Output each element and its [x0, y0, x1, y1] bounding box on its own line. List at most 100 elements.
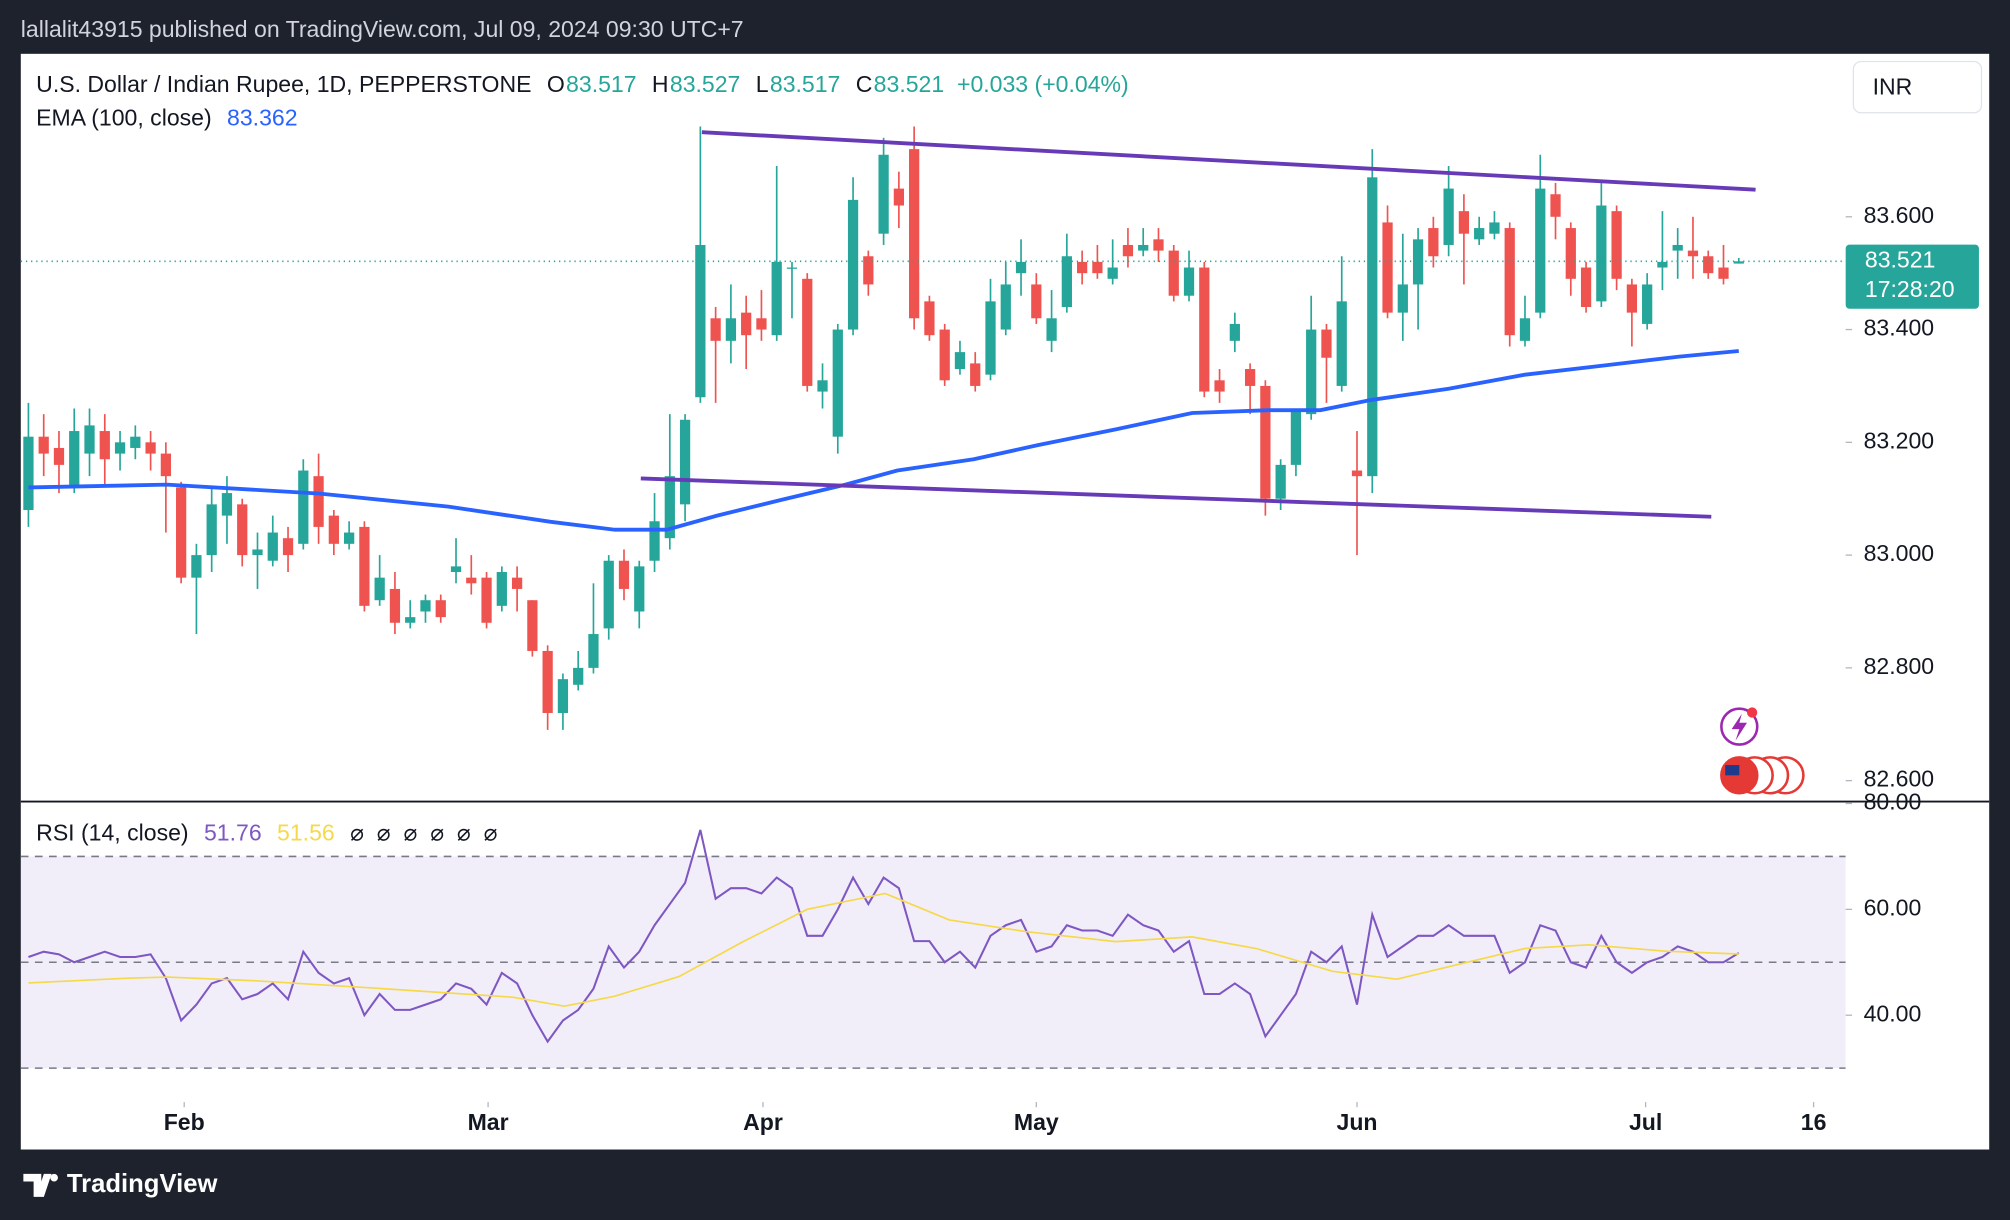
- x-tick-label: Jul: [1629, 1109, 1662, 1135]
- candle-body: [1000, 284, 1011, 330]
- candle-body: [1382, 222, 1393, 313]
- ema-line: [28, 349, 1739, 532]
- icon: [1746, 707, 1758, 718]
- x-tick-label: Apr: [743, 1109, 783, 1135]
- candle-body: [298, 470, 309, 544]
- candle-body: [1260, 385, 1271, 499]
- candle-body: [1611, 211, 1622, 279]
- y-tick-label: 82.600: [1864, 766, 1935, 792]
- y-tick-label: 83.000: [1864, 540, 1935, 566]
- candle-body: [1046, 318, 1057, 341]
- candle-body: [909, 149, 920, 319]
- candle-body: [84, 425, 95, 454]
- icon: [1725, 765, 1740, 776]
- ema-value: 83.362: [227, 104, 298, 130]
- y-tick-label: 83.600: [1864, 202, 1935, 228]
- legend-value: 83.517: [770, 71, 841, 97]
- candle-body: [1733, 261, 1744, 264]
- candle-body: [893, 188, 905, 206]
- legend-label: H: [652, 71, 669, 97]
- na-marker: ⌀: [484, 819, 498, 845]
- candle-body: [53, 447, 65, 465]
- icon: [1731, 713, 1747, 741]
- na-marker: ⌀: [377, 819, 391, 845]
- candle-body: [1443, 188, 1454, 245]
- legend-change: +0.033 (+0.04%): [957, 71, 1129, 97]
- candle-body: [1397, 284, 1408, 313]
- candle-body: [588, 634, 599, 668]
- y-tick-label: 60.00: [1864, 894, 1922, 920]
- logo: [23, 1173, 58, 1197]
- candle-body: [1367, 177, 1378, 477]
- rsi-value: 51.76: [204, 819, 262, 845]
- candle-body: [771, 261, 782, 336]
- na-marker: ⌀: [457, 819, 471, 845]
- currency-box[interactable]: [1852, 60, 1983, 114]
- legend-title: U.S. Dollar / Indian Rupee, 1D, PEPPERST…: [36, 71, 531, 97]
- candle-body: [756, 318, 767, 330]
- candle-body: [1275, 464, 1286, 499]
- candle-body: [1703, 256, 1714, 274]
- candle-body: [970, 363, 981, 386]
- candle-body: [741, 312, 752, 336]
- candle-body: [863, 256, 874, 285]
- candle-body: [450, 566, 462, 573]
- candle-body: [206, 504, 217, 556]
- candle-body: [282, 538, 294, 556]
- candle-body: [1107, 267, 1118, 279]
- candle-body: [99, 431, 110, 460]
- candle-body: [1168, 250, 1179, 296]
- candle-body: [130, 436, 141, 448]
- candle-body: [1672, 244, 1683, 251]
- candle-body: [1306, 329, 1317, 415]
- candle-body: [939, 329, 950, 381]
- candle-body: [1550, 194, 1561, 217]
- event-icons: [1720, 707, 1805, 795]
- na-marker: ⌀: [404, 819, 418, 845]
- candle-body: [1596, 205, 1607, 302]
- candle-body: [1519, 318, 1531, 341]
- rsi-line: [28, 829, 1740, 1044]
- candle-body: [405, 617, 416, 623]
- candle-body: [237, 504, 248, 556]
- candle-body: [710, 318, 721, 341]
- candle-body: [511, 577, 523, 589]
- candle-body: [389, 588, 401, 623]
- candle-body: [618, 560, 630, 589]
- candle-body: [267, 532, 278, 561]
- candle-body: [1183, 267, 1195, 296]
- candle-body: [1229, 323, 1240, 341]
- candle-body: [679, 419, 691, 505]
- candle-body: [1642, 284, 1653, 324]
- candle-body: [527, 600, 538, 651]
- candle-body: [1535, 188, 1546, 313]
- legend-value: 83.517: [566, 71, 637, 97]
- candle-body: [466, 577, 477, 584]
- y-tick-label: 83.200: [1864, 427, 1935, 453]
- candle-body: [802, 278, 813, 386]
- candle-body: [114, 442, 126, 454]
- candle-body: [573, 667, 584, 685]
- candle-body: [1321, 329, 1332, 358]
- candle-body: [1031, 284, 1042, 319]
- legend-label: O: [547, 71, 565, 97]
- candle-body: [374, 577, 385, 601]
- x-tick-label: May: [1014, 1109, 1059, 1135]
- candle-body: [1474, 228, 1485, 240]
- candle-body: [359, 526, 370, 606]
- currency: INR: [1873, 74, 1913, 100]
- candle-body: [313, 476, 324, 527]
- candle-body: [649, 521, 660, 561]
- candle-body: [847, 199, 859, 330]
- candle-body: [496, 572, 507, 606]
- legend-label: L: [756, 71, 769, 97]
- x-tick-label: Mar: [468, 1109, 509, 1135]
- candle-body: [191, 555, 202, 578]
- candle-body: [924, 301, 935, 336]
- candle-body: [1061, 256, 1072, 307]
- candle-body: [221, 493, 233, 516]
- candle-body: [435, 600, 446, 618]
- na-marker: ⌀: [350, 819, 364, 845]
- candle-body: [252, 549, 263, 556]
